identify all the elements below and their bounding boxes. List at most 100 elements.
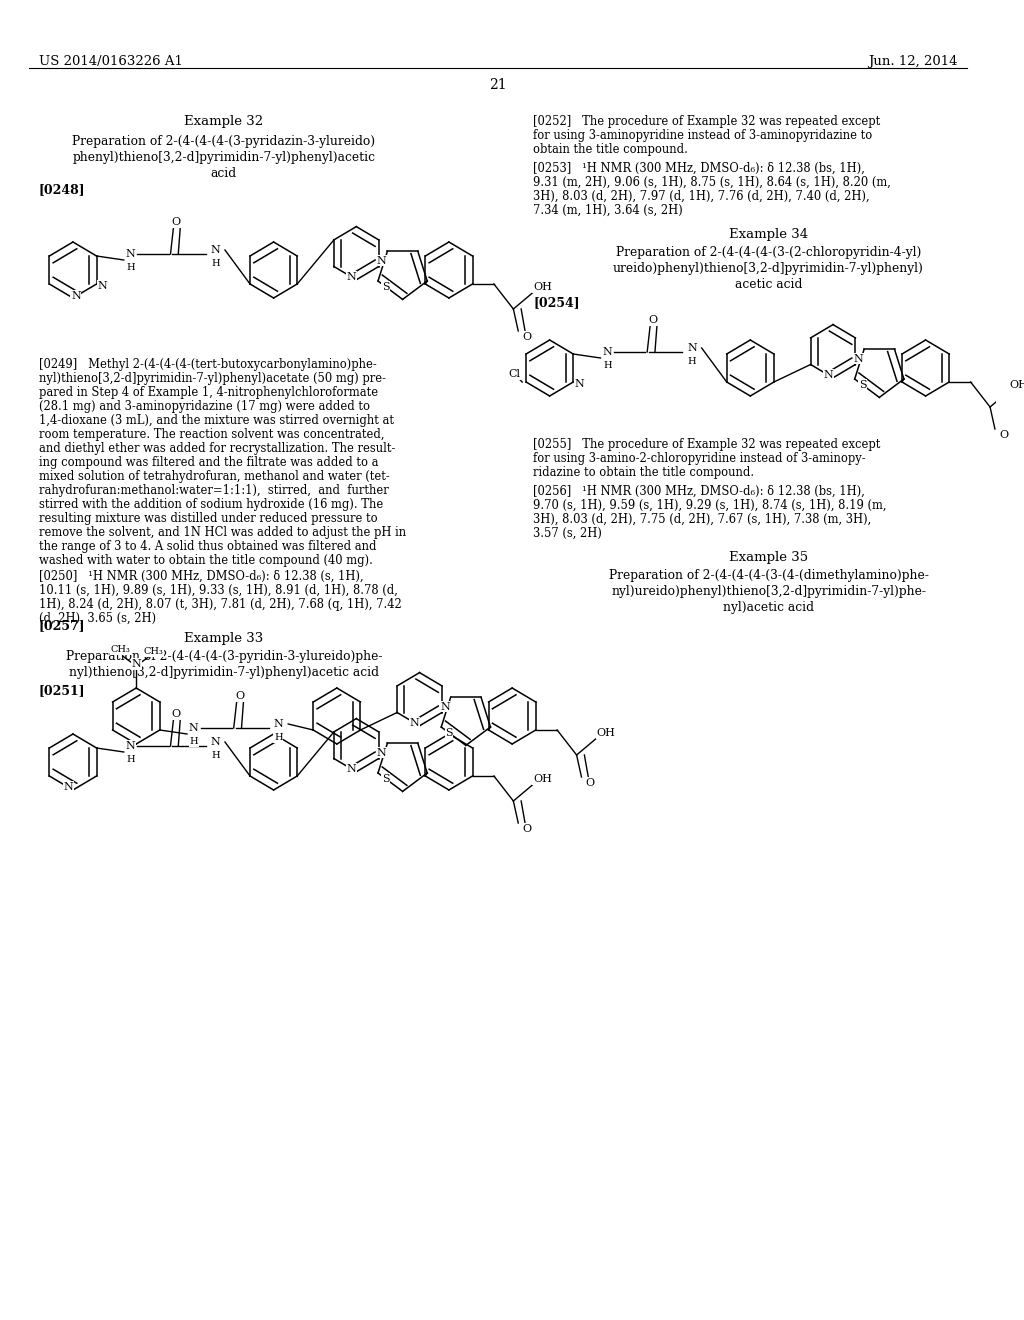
Text: [0255]   The procedure of Example 32 was repeated except: [0255] The procedure of Example 32 was r… [534, 438, 881, 451]
Text: acetic acid: acetic acid [735, 279, 802, 290]
Text: phenyl)thieno[3,2-d]pyrimidin-7-yl)phenyl)acetic: phenyl)thieno[3,2-d]pyrimidin-7-yl)pheny… [73, 150, 375, 164]
Text: S: S [382, 774, 389, 784]
Text: [0256]   ¹H NMR (300 MHz, DMSO-d₆): δ 12.38 (bs, 1H),: [0256] ¹H NMR (300 MHz, DMSO-d₆): δ 12.3… [534, 484, 865, 498]
Text: N: N [377, 747, 386, 758]
Text: N: N [126, 249, 135, 259]
Text: 1,4-dioxane (3 mL), and the mixture was stirred overnight at: 1,4-dioxane (3 mL), and the mixture was … [39, 414, 394, 426]
Text: Example 32: Example 32 [184, 115, 263, 128]
Text: H: H [189, 738, 199, 747]
Text: acid: acid [211, 168, 237, 180]
Text: N: N [189, 723, 199, 733]
Text: [0257]: [0257] [39, 619, 86, 632]
Text: N: N [346, 272, 356, 281]
Text: 3.57 (s, 2H): 3.57 (s, 2H) [534, 527, 602, 540]
Text: [0248]: [0248] [39, 183, 86, 195]
Text: 3H), 8.03 (d, 2H), 7.75 (d, 2H), 7.67 (s, 1H), 7.38 (m, 3H),: 3H), 8.03 (d, 2H), 7.75 (d, 2H), 7.67 (s… [534, 513, 871, 525]
Text: 10.11 (s, 1H), 9.89 (s, 1H), 9.33 (s, 1H), 8.91 (d, 1H), 8.78 (d,: 10.11 (s, 1H), 9.89 (s, 1H), 9.33 (s, 1H… [39, 583, 397, 597]
Text: N: N [131, 659, 141, 669]
Text: O: O [522, 824, 531, 834]
Text: N: N [210, 246, 220, 255]
Text: N: N [687, 343, 696, 352]
Text: H: H [211, 751, 219, 760]
Text: nyl)thieno[3,2-d]pyrimidin-7-yl)phenyl)acetate (50 mg) pre-: nyl)thieno[3,2-d]pyrimidin-7-yl)phenyl)a… [39, 372, 386, 385]
Text: N: N [574, 379, 584, 389]
Text: OH: OH [1010, 380, 1024, 389]
Text: Jun. 12, 2014: Jun. 12, 2014 [867, 55, 957, 69]
Text: Example 34: Example 34 [729, 228, 808, 242]
Text: for using 3-aminopyridine instead of 3-aminopyridazine to: for using 3-aminopyridine instead of 3-a… [534, 129, 872, 143]
Text: O: O [586, 777, 595, 788]
Text: 21: 21 [489, 78, 507, 92]
Text: washed with water to obtain the title compound (40 mg).: washed with water to obtain the title co… [39, 554, 373, 568]
Text: O: O [172, 216, 181, 227]
Text: Example 35: Example 35 [729, 550, 808, 564]
Text: N: N [410, 718, 420, 727]
Text: the range of 3 to 4. A solid thus obtained was filtered and: the range of 3 to 4. A solid thus obtain… [39, 540, 377, 553]
Text: N: N [97, 281, 108, 290]
Text: H: H [126, 264, 135, 272]
Text: N: N [440, 701, 450, 711]
Text: O: O [999, 430, 1009, 440]
Text: CH₃: CH₃ [143, 648, 164, 656]
Text: 9.70 (s, 1H), 9.59 (s, 1H), 9.29 (s, 1H), 8.74 (s, 1H), 8.19 (m,: 9.70 (s, 1H), 9.59 (s, 1H), 9.29 (s, 1H)… [534, 499, 887, 512]
Text: H: H [688, 358, 696, 367]
Text: S: S [859, 380, 866, 389]
Text: [0253]   ¹H NMR (300 MHz, DMSO-d₆): δ 12.38 (bs, 1H),: [0253] ¹H NMR (300 MHz, DMSO-d₆): δ 12.3… [534, 162, 865, 176]
Text: OH: OH [534, 774, 552, 784]
Text: room temperature. The reaction solvent was concentrated,: room temperature. The reaction solvent w… [39, 428, 384, 441]
Text: Preparation of 2-(4-(4-(4-(3-(4-(dimethylamino)phe-: Preparation of 2-(4-(4-(4-(3-(4-(dimethy… [608, 569, 929, 582]
Text: mixed solution of tetrahydrofuran, methanol and water (tet-: mixed solution of tetrahydrofuran, metha… [39, 470, 390, 483]
Text: ridazine to obtain the title compound.: ridazine to obtain the title compound. [534, 466, 755, 479]
Text: Example 33: Example 33 [184, 632, 263, 645]
Text: O: O [172, 709, 181, 719]
Text: stirred with the addition of sodium hydroxide (16 mg). The: stirred with the addition of sodium hydr… [39, 498, 383, 511]
Text: 7.34 (m, 1H), 3.64 (s, 2H): 7.34 (m, 1H), 3.64 (s, 2H) [534, 205, 683, 216]
Text: [0252]   The procedure of Example 32 was repeated except: [0252] The procedure of Example 32 was r… [534, 115, 881, 128]
Text: [0254]: [0254] [534, 296, 580, 309]
Text: N: N [210, 737, 220, 747]
Text: Preparation of 2-(4-(4-(4-(3-pyridin-3-ylureido)phe-: Preparation of 2-(4-(4-(4-(3-pyridin-3-y… [66, 649, 382, 663]
Text: nyl)thieno[3,2-d]pyrimidin-7-yl)phenyl)acetic acid: nyl)thieno[3,2-d]pyrimidin-7-yl)phenyl)a… [69, 667, 379, 678]
Text: N: N [602, 347, 612, 356]
Text: Preparation of 2-(4-(4-(4-(3-pyridazin-3-ylureido): Preparation of 2-(4-(4-(4-(3-pyridazin-3… [73, 135, 376, 148]
Text: US 2014/0163226 A1: US 2014/0163226 A1 [39, 55, 183, 69]
Text: H: H [211, 260, 219, 268]
Text: nyl)acetic acid: nyl)acetic acid [723, 601, 814, 614]
Text: N: N [63, 781, 73, 792]
Text: ing compound was filtered and the filtrate was added to a: ing compound was filtered and the filtra… [39, 455, 379, 469]
Text: OH: OH [534, 282, 552, 292]
Text: O: O [648, 315, 657, 325]
Text: H: H [126, 755, 135, 764]
Text: H: H [274, 734, 283, 742]
Text: [0251]: [0251] [39, 684, 86, 697]
Text: ureido)phenyl)thieno[3,2-d]pyrimidin-7-yl)phenyl): ureido)phenyl)thieno[3,2-d]pyrimidin-7-y… [613, 261, 924, 275]
Text: pared in Step 4 of Example 1, 4-nitrophenylchloroformate: pared in Step 4 of Example 1, 4-nitrophe… [39, 385, 378, 399]
Text: O: O [234, 690, 244, 701]
Text: (d, 2H), 3.65 (s, 2H): (d, 2H), 3.65 (s, 2H) [39, 612, 156, 624]
Text: H: H [603, 362, 611, 371]
Text: 1H), 8.24 (d, 2H), 8.07 (t, 3H), 7.81 (d, 2H), 7.68 (q, 1H), 7.42: 1H), 8.24 (d, 2H), 8.07 (t, 3H), 7.81 (d… [39, 598, 401, 611]
Text: (28.1 mg) and 3-aminopyridazine (17 mg) were added to: (28.1 mg) and 3-aminopyridazine (17 mg) … [39, 400, 370, 413]
Text: N: N [273, 719, 284, 729]
Text: N: N [71, 290, 81, 301]
Text: CH₃: CH₃ [111, 645, 131, 655]
Text: rahydrofuran:methanol:water=1:1:1),  stirred,  and  further: rahydrofuran:methanol:water=1:1:1), stir… [39, 484, 389, 498]
Text: for using 3-amino-2-chloropyridine instead of 3-aminopy-: for using 3-amino-2-chloropyridine inste… [534, 451, 865, 465]
Text: remove the solvent, and 1N HCl was added to adjust the pH in: remove the solvent, and 1N HCl was added… [39, 525, 407, 539]
Text: nyl)ureido)phenyl)thieno[3,2-d]pyrimidin-7-yl)phe-: nyl)ureido)phenyl)thieno[3,2-d]pyrimidin… [611, 585, 926, 598]
Text: 9.31 (m, 2H), 9.06 (s, 1H), 8.75 (s, 1H), 8.64 (s, 1H), 8.20 (m,: 9.31 (m, 2H), 9.06 (s, 1H), 8.75 (s, 1H)… [534, 176, 891, 189]
Text: 3H), 8.03 (d, 2H), 7.97 (d, 1H), 7.76 (d, 2H), 7.40 (d, 2H),: 3H), 8.03 (d, 2H), 7.97 (d, 1H), 7.76 (d… [534, 190, 869, 203]
Text: S: S [382, 282, 389, 292]
Text: [0249]   Methyl 2-(4-(4-(4-(tert-butoxycarbonylamino)phe-: [0249] Methyl 2-(4-(4-(4-(tert-butoxycar… [39, 358, 377, 371]
Text: and diethyl ether was added for recrystallization. The result-: and diethyl ether was added for recrysta… [39, 442, 395, 455]
Text: N: N [853, 354, 863, 363]
Text: OH: OH [596, 729, 615, 738]
Text: N: N [126, 741, 135, 751]
Text: resulting mixture was distilled under reduced pressure to: resulting mixture was distilled under re… [39, 512, 378, 525]
Text: O: O [522, 333, 531, 342]
Text: N: N [346, 764, 356, 774]
Text: S: S [445, 729, 453, 738]
Text: N: N [823, 370, 833, 380]
Text: [0250]   ¹H NMR (300 MHz, DMSO-d₆): δ 12.38 (s, 1H),: [0250] ¹H NMR (300 MHz, DMSO-d₆): δ 12.3… [39, 570, 364, 583]
Text: N: N [377, 256, 386, 265]
